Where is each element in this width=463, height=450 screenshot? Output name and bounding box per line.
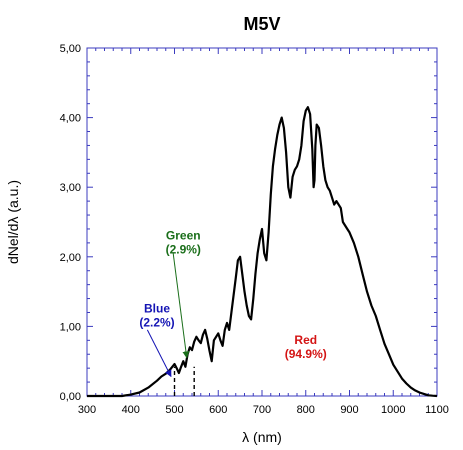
chart-title: M5V [243, 14, 280, 34]
red-band-percent: (94.9%) [285, 347, 327, 361]
spectrum-line [87, 106, 438, 398]
x-tick-label: 600 [209, 404, 227, 416]
x-tick-labels: 300 400 500 600 700 800 900 1000 1100 [78, 404, 449, 416]
blue-band-label: Blue [144, 301, 170, 315]
x-tick-label: 1000 [381, 404, 405, 416]
y-tick-label: 0,00 [60, 391, 81, 403]
x-tick-label: 900 [340, 404, 358, 416]
blue-arrow [146, 329, 172, 378]
y-tick-label: 1,00 [60, 321, 81, 333]
x-tick-label: 400 [122, 404, 140, 416]
y-tick-label: 5,00 [60, 43, 81, 55]
x-tick-label: 700 [253, 404, 271, 416]
y-axis-label: dNel/dλ (a.u.) [5, 180, 21, 264]
red-band-label: Red [294, 333, 317, 347]
green-band-label: Green [166, 228, 201, 242]
x-axis-label: λ (nm) [242, 429, 282, 445]
y-tick-label: 2,00 [60, 252, 81, 264]
y-tick-label: 4,00 [60, 113, 81, 125]
x-tick-label: 1100 [425, 404, 449, 416]
y-tick-label: 3,00 [60, 182, 81, 194]
x-tick-label: 300 [78, 404, 96, 416]
green-band-percent: (2.9%) [166, 242, 201, 256]
x-tick-label: 500 [165, 404, 183, 416]
blue-band-percent: (2.2%) [139, 315, 174, 329]
green-arrow [172, 253, 190, 359]
band-boundary-markers [173, 366, 195, 396]
y-tick-labels: 0,00 1,00 2,00 3,00 4,00 5,00 [60, 43, 81, 403]
x-tick-label: 800 [297, 404, 315, 416]
